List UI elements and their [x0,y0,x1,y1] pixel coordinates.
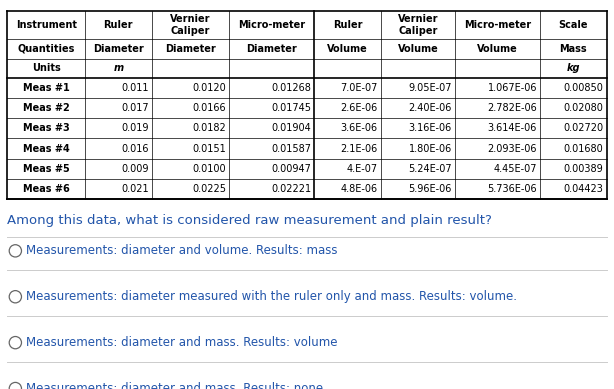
Text: Ruler: Ruler [333,20,362,30]
Text: 0.04423: 0.04423 [564,184,604,194]
Text: Micro-meter: Micro-meter [238,20,305,30]
Text: 4.E-07: 4.E-07 [347,164,378,174]
Text: 7.0E-07: 7.0E-07 [341,83,378,93]
Text: 3.6E-06: 3.6E-06 [341,123,378,133]
Text: 0.02080: 0.02080 [564,103,604,113]
Text: 5.24E-07: 5.24E-07 [408,164,452,174]
Text: 0.00947: 0.00947 [271,164,311,174]
Text: 2.40E-06: 2.40E-06 [408,103,452,113]
Text: 0.0225: 0.0225 [192,184,226,194]
Text: 0.02720: 0.02720 [564,123,604,133]
Text: 0.0100: 0.0100 [193,164,226,174]
Text: 5.736E-06: 5.736E-06 [488,184,537,194]
Text: Ruler: Ruler [104,20,133,30]
Text: m: m [113,63,123,74]
Text: Quantities: Quantities [18,44,75,54]
Text: kg: kg [567,63,580,74]
Text: Diameter: Diameter [93,44,144,54]
Text: 0.019: 0.019 [121,123,149,133]
Text: 0.011: 0.011 [121,83,149,93]
Text: Volume: Volume [327,44,368,54]
Text: 4.45E-07: 4.45E-07 [494,164,537,174]
Text: 3.16E-06: 3.16E-06 [409,123,452,133]
Text: Measurements: diameter and mass. Results: none.: Measurements: diameter and mass. Results… [26,382,327,389]
Text: 3.614E-06: 3.614E-06 [488,123,537,133]
Text: Measurements: diameter and volume. Results: mass: Measurements: diameter and volume. Resul… [26,244,337,258]
Text: 1.067E-06: 1.067E-06 [488,83,537,93]
Text: 5.96E-06: 5.96E-06 [408,184,452,194]
Text: Meas #6: Meas #6 [23,184,69,194]
Text: 0.0182: 0.0182 [193,123,226,133]
Text: 2.093E-06: 2.093E-06 [488,144,537,154]
Text: Diameter: Diameter [165,44,216,54]
Text: 0.0120: 0.0120 [193,83,226,93]
Text: Scale: Scale [559,20,588,30]
Text: Among this data, what is considered raw measurement and plain result?: Among this data, what is considered raw … [7,214,492,227]
Text: 0.016: 0.016 [121,144,149,154]
Text: 0.01745: 0.01745 [271,103,311,113]
Text: Diameter: Diameter [246,44,297,54]
Text: Meas #4: Meas #4 [23,144,69,154]
Text: Meas #2: Meas #2 [23,103,69,113]
Text: 2.782E-06: 2.782E-06 [488,103,537,113]
Text: 4.8E-06: 4.8E-06 [341,184,378,194]
Text: Volume: Volume [477,44,518,54]
Text: Volume: Volume [398,44,438,54]
Text: 9.05E-07: 9.05E-07 [408,83,452,93]
Text: 0.00850: 0.00850 [564,83,604,93]
Text: Instrument: Instrument [16,20,77,30]
Text: Mass: Mass [559,44,587,54]
Text: 0.01268: 0.01268 [271,83,311,93]
Text: Units: Units [32,63,61,74]
Text: 2.6E-06: 2.6E-06 [341,103,378,113]
Text: Vernier
Caliper: Vernier Caliper [398,14,438,36]
Text: 0.01680: 0.01680 [564,144,604,154]
Text: 0.01904: 0.01904 [271,123,311,133]
Text: Measurements: diameter measured with the ruler only and mass. Results: volume.: Measurements: diameter measured with the… [26,290,517,303]
Text: Vernier
Caliper: Vernier Caliper [170,14,211,36]
Text: 0.02221: 0.02221 [271,184,311,194]
Text: Measurements: diameter and mass. Results: volume: Measurements: diameter and mass. Results… [26,336,337,349]
Text: 0.0166: 0.0166 [193,103,226,113]
Text: Micro-meter: Micro-meter [464,20,531,30]
Text: 0.0151: 0.0151 [193,144,226,154]
Text: 0.00389: 0.00389 [564,164,604,174]
Text: 2.1E-06: 2.1E-06 [341,144,378,154]
Text: Meas #5: Meas #5 [23,164,69,174]
Text: Meas #1: Meas #1 [23,83,69,93]
Text: Meas #3: Meas #3 [23,123,69,133]
Text: 0.017: 0.017 [121,103,149,113]
Text: 0.01587: 0.01587 [271,144,311,154]
Text: 0.021: 0.021 [121,184,149,194]
Text: 1.80E-06: 1.80E-06 [409,144,452,154]
Text: 0.009: 0.009 [121,164,149,174]
